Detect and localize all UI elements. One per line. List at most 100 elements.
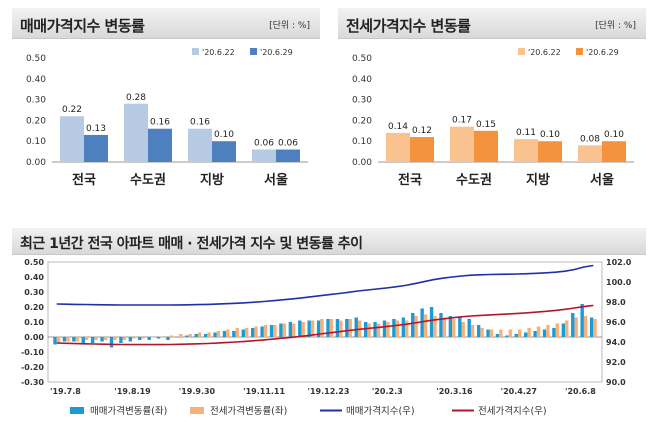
sale-ytick-label: 0.20 xyxy=(26,116,46,126)
jeonse-data-label: 0.14 xyxy=(388,122,408,132)
jeonse-change-bar xyxy=(301,322,305,337)
trend-plot-frame xyxy=(47,261,603,383)
jeonse-change-bar xyxy=(197,332,202,337)
trend-legend-label: 매매가격변동률(좌) xyxy=(90,405,167,417)
sale-panel-header: 매매가격지수 변동률 [단위 : %] xyxy=(12,8,320,39)
jeonse-change-panel: 전세가격지수 변동률 [단위 : %] 0.00 0.10 0.20 0.30 0.40… xyxy=(338,8,646,206)
jeonse-panel-title: 전세가격지수 변동률 xyxy=(346,17,471,35)
sale-change-bar xyxy=(589,317,594,337)
jeonse-index-line xyxy=(56,304,594,346)
trend-right-tick-label: 96.0 xyxy=(606,318,626,327)
trend-left-tick-label: 0.30 xyxy=(24,288,44,297)
sale-change-bar xyxy=(185,335,189,337)
sale-change-bar xyxy=(326,319,330,337)
jeonse-change-bar xyxy=(508,329,512,337)
sale-legend-swatch xyxy=(192,48,199,55)
sale-change-bar xyxy=(439,313,443,337)
trend-left-tick-label: 0.10 xyxy=(24,318,44,327)
jeonse-change-bar xyxy=(405,320,409,337)
jeonse-change-bar xyxy=(150,337,155,338)
jeonse-change-bar xyxy=(75,337,79,342)
sale-category-label: 전국 xyxy=(72,172,96,188)
jeonse-change-bar xyxy=(66,337,70,342)
jeonse-legend-label: '20.6.22 xyxy=(528,48,561,57)
sale-change-bar xyxy=(298,320,302,337)
jeonse-bar xyxy=(410,137,434,162)
sale-change-bar xyxy=(561,323,566,337)
sale-change-bar xyxy=(232,331,236,337)
sale-change-bar xyxy=(571,313,575,337)
jeonse-panel-header: 전세가격지수 변동률 [단위 : %] xyxy=(338,8,646,39)
trend-panel-header: 최근 1년간 전국 아파트 매매 · 전세가격 지수 및 변동률 추이 xyxy=(12,228,646,255)
jeonse-change-bar xyxy=(244,328,249,337)
sale-data-label: 0.16 xyxy=(150,118,170,128)
jeonse-ytick-label: 0.40 xyxy=(352,75,372,85)
sale-change-bar xyxy=(166,337,170,340)
sale-ytick-label: 0.00 xyxy=(26,158,46,168)
sale-change-bar xyxy=(81,337,85,343)
sale-change-chart: 0.00 0.10 0.20 0.30 0.40 0.50 '20.6.22 '20.6.29… xyxy=(26,48,308,188)
jeonse-bar xyxy=(514,139,538,162)
trend-left-tick-label: -0.10 xyxy=(21,348,44,357)
jeonse-panel-unit: [단위 : %] xyxy=(595,21,636,31)
jeonse-change-bar xyxy=(386,322,390,337)
trend-chart: -0.30 -0.20 -0.10 0.00 0.10 0.20 0.30 0.40 0.50 9… xyxy=(21,258,632,417)
jeonse-change-bar xyxy=(517,329,522,337)
sale-change-bar xyxy=(363,322,368,337)
jeonse-change-bar xyxy=(282,323,287,337)
trend-x-tick-label: '20.4.27 xyxy=(501,387,537,396)
sale-change-bar xyxy=(524,332,528,337)
sale-change-bar xyxy=(128,337,133,342)
trend-x-tick-label: '19.7.8 xyxy=(50,387,81,396)
jeonse-ytick-label: 0.10 xyxy=(352,137,372,147)
sale-change-bar xyxy=(175,337,180,338)
sale-change-bar xyxy=(401,317,406,337)
jeonse-change-bar xyxy=(94,337,98,340)
sale-change-panel: 매매가격지수 변동률 [단위 : %] 0.00 0.10 0.20 0.30 0.40… xyxy=(12,8,320,206)
sale-change-bar xyxy=(495,334,500,337)
sale-change-bar xyxy=(241,329,245,337)
jeonse-change-bar xyxy=(414,316,418,337)
sale-data-label: 0.06 xyxy=(254,139,274,149)
jeonse-bar xyxy=(602,141,626,162)
sale-index-line xyxy=(56,264,594,306)
sale-change-bar xyxy=(382,320,387,337)
jeonse-change-chart: 0.00 0.10 0.20 0.30 0.40 0.50 '20.6.22 '20.6.29… xyxy=(352,48,634,188)
sale-change-bar xyxy=(486,329,490,337)
sale-panel-unit: [단위 : %] xyxy=(269,21,310,31)
jeonse-change-bar xyxy=(263,325,268,337)
trend-right-tick-label: 90.0 xyxy=(606,378,626,387)
sale-data-label: 0.10 xyxy=(214,130,234,140)
jeonse-category-label: 서울 xyxy=(590,172,614,188)
jeonse-category-label: 수도권 xyxy=(456,173,492,188)
trend-left-tick-label: -0.30 xyxy=(21,378,44,387)
jeonse-ytick-label: 0.20 xyxy=(352,116,372,126)
trend-right-tick-label: 92.0 xyxy=(606,358,626,367)
jeonse-change-bar xyxy=(179,334,183,337)
sale-ytick-label: 0.50 xyxy=(26,54,46,64)
sale-change-bar xyxy=(476,325,481,337)
sale-change-bar xyxy=(147,337,151,340)
sale-bar xyxy=(212,141,236,162)
jeonse-change-bar xyxy=(574,317,578,337)
jeonse-change-bar xyxy=(395,320,399,337)
trend-legend-swatch xyxy=(190,407,204,414)
trend-x-tick-label: '20.3.16 xyxy=(436,387,473,396)
sale-change-bar xyxy=(392,319,396,337)
jeonse-change-bar xyxy=(188,334,192,337)
trend-x-tick-label: '19.12.23 xyxy=(308,387,350,396)
sale-data-label: 0.13 xyxy=(86,124,106,134)
sale-change-bar xyxy=(269,325,274,337)
jeonse-change-bar xyxy=(442,317,447,337)
jeonse-data-label: 0.08 xyxy=(580,134,600,144)
sale-change-bar xyxy=(373,322,377,337)
trend-legend-label: 전세가격지수(우) xyxy=(478,405,547,417)
sale-change-bar xyxy=(467,319,471,337)
trend-panel-title: 최근 1년간 전국 아파트 매매 · 전세가격 지수 및 변동률 추이 xyxy=(20,236,363,252)
jeonse-change-bar xyxy=(310,320,315,337)
sale-legend-label: '20.6.22 xyxy=(202,48,235,57)
sale-change-bar xyxy=(260,326,264,337)
jeonse-data-label: 0.15 xyxy=(476,120,496,130)
sale-change-bar xyxy=(354,317,358,337)
jeonse-change-bar xyxy=(235,328,239,337)
